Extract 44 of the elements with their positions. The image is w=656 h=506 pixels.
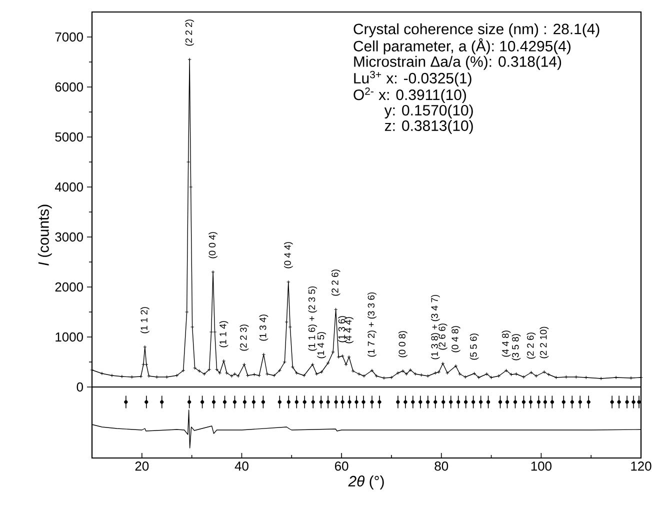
annotation: (2 2 6) <box>526 332 536 359</box>
annotation: (1 4 5) <box>317 332 326 358</box>
annotation: (4 4 8) <box>502 330 511 357</box>
annotation: Cell parameter, a (Å): 10.4295(4) <box>354 38 570 54</box>
annotation: Crystal coherence size (nm) : 28.1(4) <box>354 23 600 38</box>
x-tick-label: 100 <box>531 462 552 471</box>
annotation: (3 5 8) <box>512 334 521 360</box>
annotation: Lu$^{3+}$ x: -0.0325(1) <box>354 70 472 86</box>
y-tick-label: 4000 <box>54 182 83 192</box>
annotation: (2 2 6) <box>331 270 340 296</box>
y-tick-label: 3000 <box>55 232 83 242</box>
y-tick-label: 1000 <box>56 332 83 342</box>
y-axis-title: I (counts) <box>38 204 52 266</box>
y-tick-label: 5000 <box>55 132 83 142</box>
annotation: (1 3 4) <box>259 314 268 341</box>
annotation: (4 4 4) <box>344 317 354 344</box>
x-tick-label: 20 <box>135 462 149 471</box>
annotation: (2 2 2) <box>185 20 194 46</box>
annotation: z: 0.3813(10) <box>384 120 473 134</box>
annotation: (0 0 4) <box>208 232 218 258</box>
x-axis-title: 2θ (°) <box>348 476 384 490</box>
annotation: Microstrain Δa/a (%): 0.318(14) <box>354 56 562 70</box>
annotation: (0 4 4) <box>284 242 293 268</box>
y-tick-label: 6000 <box>55 82 83 92</box>
annotation: (2 6 6) <box>438 324 448 350</box>
annotation: y: 0.1570(10) <box>384 104 473 118</box>
annotation: (1 3 8) + (3 4 7) <box>430 294 440 360</box>
annotation: (0 4 8) <box>451 326 460 352</box>
x-tick-label: 60 <box>335 462 348 471</box>
x-tick-label: 80 <box>434 462 448 471</box>
x-tick-label: 40 <box>234 462 248 471</box>
y-tick-label: 0 <box>76 382 83 392</box>
annotation: O$^{2-}$ x: 0.3911(10) <box>354 87 466 104</box>
annotation: (5 5 6) <box>470 334 479 360</box>
y-tick-label: 7000 <box>55 32 83 42</box>
y-tick-label: 2000 <box>55 282 83 292</box>
annotation: (1 1 2) <box>140 307 150 334</box>
annotation: (2 2 10) <box>540 326 549 358</box>
annotation: (1 7 2) + (3 3 6) <box>368 292 376 357</box>
x-tick-label: 120 <box>631 462 652 471</box>
annotation: (1 1 4) <box>219 321 228 348</box>
annotation: (2 2 3) <box>240 324 249 351</box>
annotation: (0 0 8) <box>398 331 408 358</box>
annotation: (1 1 6) + (2 3 5) <box>308 286 318 351</box>
